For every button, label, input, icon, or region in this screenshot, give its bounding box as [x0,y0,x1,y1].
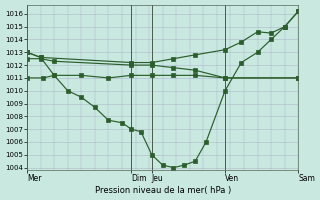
X-axis label: Pression niveau de la mer( hPa ): Pression niveau de la mer( hPa ) [94,186,231,195]
